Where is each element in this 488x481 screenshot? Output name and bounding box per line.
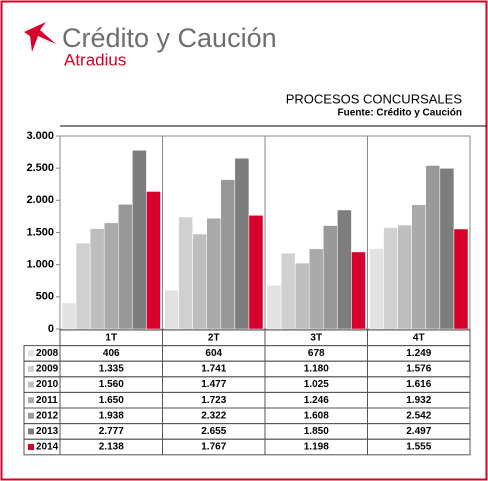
bar xyxy=(206,217,222,330)
table-value: 1.932 xyxy=(406,395,431,406)
chart-title: PROCESOS CONCURSALES xyxy=(286,91,463,106)
table-value: 1.198 xyxy=(304,442,329,453)
bar xyxy=(453,228,469,330)
bar xyxy=(337,209,352,330)
table-value: 1.560 xyxy=(99,379,124,390)
y-tick-label: 1.000 xyxy=(26,259,54,271)
bar xyxy=(351,251,366,330)
table-value: 2.655 xyxy=(201,426,226,437)
bar xyxy=(118,204,133,330)
table-value: 406 xyxy=(103,348,120,359)
logo-name: Crédito y Caución xyxy=(62,23,277,53)
y-tick-label: 2.000 xyxy=(26,194,54,206)
table-value: 1.180 xyxy=(304,364,329,375)
bar xyxy=(397,224,412,330)
table-value: 1.616 xyxy=(406,379,431,390)
y-tick-label: 2.500 xyxy=(26,162,54,174)
legend-label: 2009 xyxy=(36,364,59,375)
table-value: 1.938 xyxy=(99,410,124,421)
bar xyxy=(178,216,193,330)
legend-swatch xyxy=(28,397,34,404)
bar xyxy=(220,179,236,330)
bar xyxy=(248,215,264,330)
y-tick-label: 1.500 xyxy=(26,226,54,238)
legend-label: 2012 xyxy=(36,410,59,421)
table-value: 2.138 xyxy=(99,442,124,453)
table-value: 1.650 xyxy=(99,395,124,406)
x-tick-label: 3T xyxy=(310,332,322,343)
table-value: 2.497 xyxy=(406,426,431,437)
bar xyxy=(280,252,296,330)
bar xyxy=(411,204,427,330)
y-tick-label: 500 xyxy=(36,291,54,303)
logo-icon xyxy=(24,22,56,52)
bar xyxy=(192,233,207,330)
table-value: 1.555 xyxy=(406,442,431,453)
chart-subtitle: Fuente: Crédito y Caución xyxy=(338,108,462,119)
legend-swatch xyxy=(28,428,34,435)
table-value: 1.767 xyxy=(201,442,226,453)
table-value: 1.723 xyxy=(201,395,226,406)
x-tick-label: 1T xyxy=(105,332,117,343)
legend-label: 2010 xyxy=(36,379,59,390)
table-value: 1.249 xyxy=(406,348,431,359)
legend-label: 2011 xyxy=(36,395,58,406)
legend-swatch xyxy=(28,444,34,450)
legend-swatch xyxy=(28,381,34,388)
table-value: 1.576 xyxy=(406,364,431,375)
bar xyxy=(146,191,161,330)
table-value: 604 xyxy=(205,348,222,359)
bar xyxy=(234,157,250,330)
bar xyxy=(323,225,338,330)
bar xyxy=(103,222,119,330)
table-value: 1.477 xyxy=(201,379,226,390)
table-value: 1.608 xyxy=(304,410,329,421)
bar xyxy=(132,150,147,330)
legend-swatch xyxy=(28,350,34,357)
table-value: 2.777 xyxy=(99,426,124,437)
table-value: 1.025 xyxy=(304,379,329,390)
legend-swatch xyxy=(28,366,34,372)
bar xyxy=(439,168,455,330)
bar xyxy=(164,289,179,330)
bar xyxy=(266,285,282,330)
table-value: 1.850 xyxy=(304,426,329,437)
bar xyxy=(75,242,91,330)
y-tick-label: 0 xyxy=(48,323,54,335)
legend-label: 2014 xyxy=(36,442,59,453)
logo-sub: Atradius xyxy=(64,50,126,69)
legend-label: 2008 xyxy=(36,348,59,359)
bar xyxy=(61,302,77,330)
bar xyxy=(425,165,441,330)
table-value: 1.335 xyxy=(99,364,124,375)
bar xyxy=(308,248,324,330)
table-value: 1.246 xyxy=(304,395,329,406)
x-tick-label: 4T xyxy=(413,332,425,343)
bar xyxy=(89,228,105,330)
legend-label: 2013 xyxy=(36,426,59,437)
table-value: 2.322 xyxy=(201,410,226,421)
bar xyxy=(369,248,384,330)
bar xyxy=(294,262,310,330)
table-value: 678 xyxy=(308,348,325,359)
bar xyxy=(383,227,398,330)
legend-swatch xyxy=(28,412,34,419)
table-value: 2.542 xyxy=(406,410,431,421)
table-value: 1.741 xyxy=(201,364,226,375)
x-tick-label: 2T xyxy=(208,332,220,343)
y-tick-label: 3.000 xyxy=(26,130,54,142)
